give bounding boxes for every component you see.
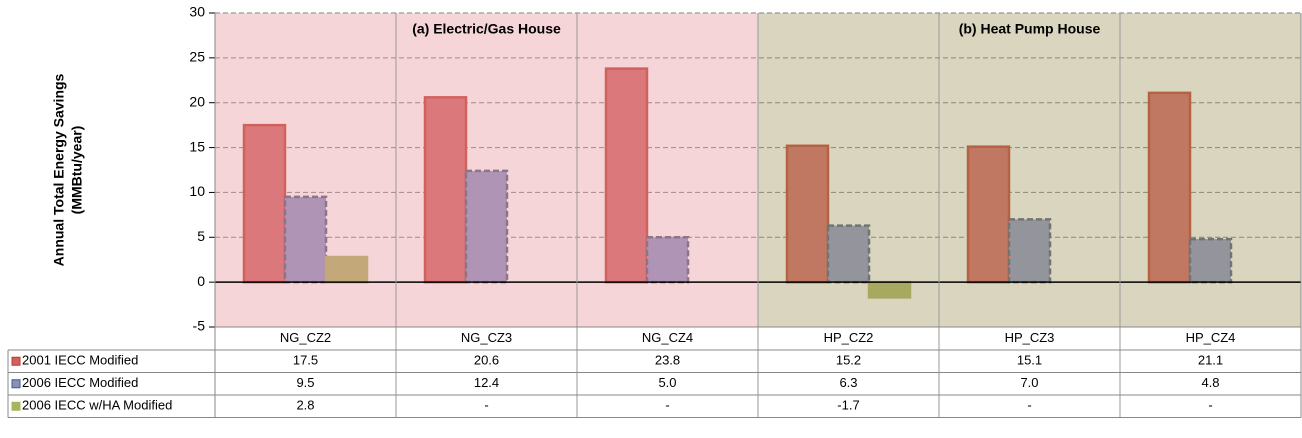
y-tick-label: 5 bbox=[197, 228, 205, 244]
bar bbox=[785, 144, 830, 284]
table-value: 4.8 bbox=[1201, 375, 1219, 390]
y-tick-label: 20 bbox=[189, 93, 205, 109]
bar bbox=[645, 236, 690, 284]
bar bbox=[826, 224, 871, 284]
bar bbox=[966, 145, 1011, 284]
x-tick-label: HP_CZ2 bbox=[824, 330, 874, 345]
bar bbox=[242, 123, 287, 284]
bar bbox=[1007, 218, 1052, 284]
y-axis-title-line: (MMBtu/year) bbox=[69, 126, 85, 215]
x-tick-label: HP_CZ4 bbox=[1186, 330, 1236, 345]
table-value: 20.6 bbox=[474, 353, 499, 368]
legend-swatch bbox=[11, 379, 21, 389]
y-tick-label: 25 bbox=[189, 49, 205, 65]
legend-swatch bbox=[11, 401, 21, 411]
x-tick-label: NG_CZ2 bbox=[280, 330, 331, 345]
table-value: 6.3 bbox=[839, 375, 857, 390]
y-tick-label: 30 bbox=[189, 4, 205, 20]
panel-background bbox=[758, 13, 1301, 327]
y-tick-label: 15 bbox=[189, 138, 205, 154]
table-value: 21.1 bbox=[1198, 353, 1223, 368]
table-value: 9.5 bbox=[296, 375, 314, 390]
y-axis-title: Annual Total Energy Savings (MMBtu/year) bbox=[51, 73, 85, 266]
table-value: 15.1 bbox=[1017, 353, 1042, 368]
table-value: 12.4 bbox=[474, 375, 499, 390]
y-tick-label: 10 bbox=[189, 183, 205, 199]
y-axis-title-line: Annual Total Energy Savings bbox=[51, 73, 67, 266]
table-value: - bbox=[665, 398, 669, 413]
bar bbox=[1147, 91, 1192, 284]
x-tick-label: NG_CZ3 bbox=[461, 330, 512, 345]
panel-title: (b) Heat Pump House bbox=[959, 21, 1101, 37]
y-tick-label: -5 bbox=[193, 318, 206, 334]
panel-background bbox=[215, 13, 758, 327]
bar bbox=[604, 67, 649, 284]
table-value: 5.0 bbox=[658, 375, 676, 390]
table-value: - bbox=[1208, 398, 1212, 413]
table-value: 2.8 bbox=[296, 398, 314, 413]
table-value: - bbox=[1027, 398, 1031, 413]
bar bbox=[1188, 237, 1233, 284]
legend-label: 2006 IECC Modified bbox=[22, 375, 138, 390]
legend-swatch bbox=[11, 356, 21, 366]
legend-label: 2001 IECC Modified bbox=[22, 353, 138, 368]
table-value: 15.2 bbox=[836, 353, 861, 368]
x-tick-label: HP_CZ3 bbox=[1005, 330, 1055, 345]
bar bbox=[283, 195, 328, 284]
table-value: 17.5 bbox=[293, 353, 318, 368]
y-tick-label: 0 bbox=[197, 273, 205, 289]
table-value: -1.7 bbox=[837, 398, 859, 413]
legend-label: 2006 IECC w/HA Modified bbox=[22, 398, 172, 413]
bar bbox=[324, 255, 369, 284]
panel-title: (a) Electric/Gas House bbox=[412, 21, 561, 37]
table-value: 7.0 bbox=[1020, 375, 1038, 390]
x-tick-label: NG_CZ4 bbox=[642, 330, 693, 345]
table-value: - bbox=[484, 398, 488, 413]
table-value: 23.8 bbox=[655, 353, 680, 368]
